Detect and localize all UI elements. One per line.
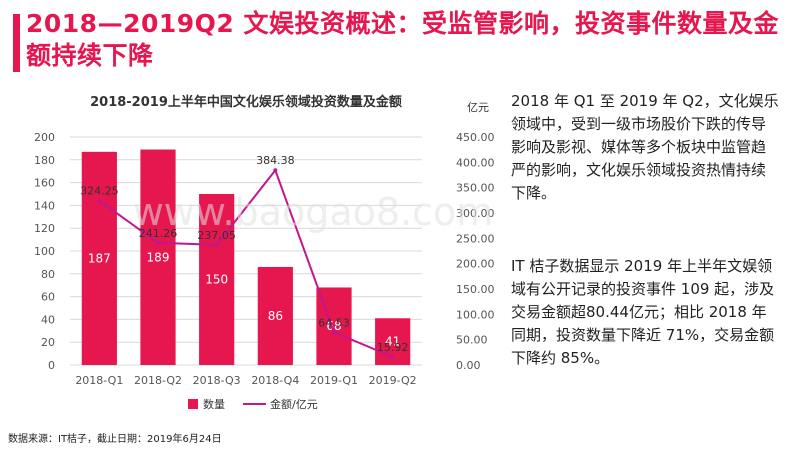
y-left-tick-label: 20 (41, 336, 55, 349)
investment-chart: 2018-2019上半年中国文化娱乐领域投资数量及金额 0 20 40 60 80 100 1… (34, 94, 495, 411)
line-value-label: 324.25 (80, 185, 119, 198)
y-left-tick-label: 0 (48, 359, 55, 372)
y-right-tick-label: 0.00 (456, 359, 481, 372)
x-tick-label: 2018-Q2 (134, 374, 182, 387)
line-value-label: 15.92 (377, 341, 409, 354)
amount-line (98, 168, 394, 358)
y-right-tick-label: 200.00 (456, 258, 495, 271)
bar-2018-Q3 (199, 194, 235, 365)
amount-point (390, 354, 395, 359)
bar-2018-Q2 (140, 149, 176, 365)
y-right-tick-label: 50.00 (456, 334, 488, 347)
amount-point (97, 198, 102, 203)
y-left-tick-label: 200 (34, 131, 55, 144)
chart-container: 2018-2019上半年中国文化娱乐领域投资数量及金额 0 20 40 60 80 100 1… (20, 82, 500, 422)
watermark: www.baogao8.com (133, 190, 494, 234)
y-left-tick-label: 60 (41, 291, 55, 304)
amount-point (332, 330, 336, 335)
line-value-label: 64.53 (318, 316, 350, 329)
y-right-tick-label: 400.00 (456, 156, 495, 169)
y-right-tick-label: 300.00 (456, 207, 495, 220)
y-left-tick-label: 80 (41, 268, 55, 281)
y-left-tick-label: 40 (41, 313, 55, 326)
y-right-tick-label: 450.00 (456, 131, 495, 144)
line-value-label: 241.26 (139, 227, 178, 240)
data-source-note: 数据来源：IT桔子，截止日期：2019年6月24日 (8, 434, 222, 445)
y-left-tick-label: 100 (34, 245, 55, 258)
x-tick-label: 2018-Q1 (75, 374, 123, 387)
summary-paragraph-1: 2018 年 Q1 至 2019 年 Q2，文化娱乐领域中，受到一级市场股价下跌… (511, 92, 779, 202)
summary-paragraph-2: IT 桔子数据显示 2019 年上半年文娱领域有公开记录的投资事件 109 起，… (511, 257, 775, 367)
y-left-tick-label: 120 (34, 222, 55, 235)
y-right-tick-label: 150.00 (456, 283, 495, 296)
y-right-tick-label: 250.00 (456, 232, 495, 245)
line-value-label: 384.38 (256, 154, 295, 167)
amount-point (214, 242, 219, 247)
legend-label-count: 数量 (203, 398, 225, 411)
bar-2018-Q1 (81, 151, 117, 365)
bar-value-label: 41 (385, 335, 400, 349)
bar-value-label: 187 (88, 251, 111, 265)
chart-title: 2018-2019上半年中国文化娱乐领域投资数量及金额 (90, 94, 402, 110)
x-tick-label: 2018-Q3 (193, 374, 241, 387)
line-value-label: 237.05 (197, 229, 236, 242)
y-left-tick-label: 180 (34, 154, 55, 167)
legend-swatch-count (188, 399, 198, 409)
bar-value-label: 150 (205, 273, 228, 287)
x-tick-label: 2018-Q4 (251, 374, 299, 387)
legend-label-amount: 金额/亿元 (270, 397, 318, 411)
amount-point (273, 168, 278, 173)
amount-point (156, 240, 160, 245)
bar-value-label: 86 (268, 309, 283, 323)
bar-2018-Q4 (257, 266, 293, 365)
y-right-axis-unit: 亿元 (467, 101, 489, 114)
y-right-tick-label: 100.00 (456, 308, 495, 321)
x-tick-label: 2019-Q2 (369, 374, 417, 387)
page-title: 2018—2019Q2 文娱投资概述：受监管影响，投资事件数量及金额持续下降 (26, 9, 780, 70)
y-left-tick-label: 160 (34, 177, 55, 190)
bar-value-label: 189 (147, 250, 170, 264)
x-tick-label: 2019-Q1 (310, 374, 358, 387)
y-right-tick-label: 350.00 (456, 182, 495, 195)
title-accent-bar (13, 14, 20, 72)
y-left-tick-label: 140 (34, 199, 55, 212)
